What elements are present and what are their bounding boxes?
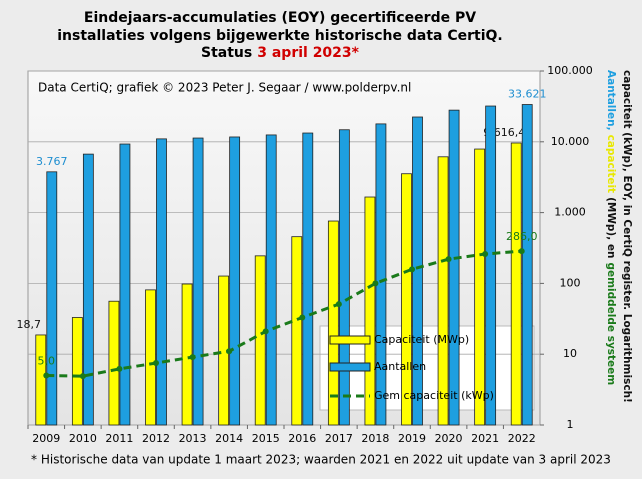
y-axis-label-part: gemiddelde systeem bbox=[605, 262, 617, 385]
value-label: 18,7 bbox=[17, 318, 42, 331]
bar bbox=[338, 129, 350, 426]
point bbox=[262, 328, 269, 335]
point bbox=[79, 373, 86, 380]
bar bbox=[291, 236, 303, 426]
bar bbox=[485, 105, 497, 426]
x-tick-label: 2019 bbox=[398, 432, 426, 445]
y-axis-label: Aantallen, capaciteit (MWp), en gemiddelde … bbox=[605, 70, 617, 385]
subtitle: Data CertiQ; grafiek © 2023 Peter J. Seg… bbox=[38, 81, 411, 95]
bar bbox=[510, 142, 522, 426]
bar bbox=[302, 132, 314, 426]
y-tick-label: 10 bbox=[563, 347, 577, 360]
point bbox=[482, 251, 489, 258]
status-label: Status bbox=[201, 45, 252, 61]
x-tick-label: 2021 bbox=[471, 432, 499, 445]
y-axis-label-part: capaciteit (kWp), EOY, in CertiQ registe… bbox=[621, 70, 633, 403]
bar bbox=[474, 148, 486, 426]
point bbox=[372, 280, 379, 287]
legend-label: Capaciteit (MWp) bbox=[374, 333, 469, 346]
x-tick-label: 2013 bbox=[179, 432, 207, 445]
x-tick-label: 2012 bbox=[142, 432, 170, 445]
x-tick-label: 2011 bbox=[105, 432, 133, 445]
chart-title: Eindejaars-accumulaties (EOY) gecertific… bbox=[84, 10, 476, 26]
point bbox=[335, 301, 342, 308]
bar bbox=[156, 138, 167, 426]
bar bbox=[229, 136, 241, 426]
bar bbox=[448, 109, 460, 426]
x-tick-label: 2009 bbox=[32, 432, 60, 445]
x-tick-label: 2020 bbox=[435, 432, 463, 445]
y-axis-label-part: capaciteit bbox=[605, 135, 617, 194]
bar bbox=[327, 220, 339, 426]
bar bbox=[181, 283, 193, 426]
value-label: 5,0 bbox=[38, 355, 56, 368]
bar bbox=[82, 153, 94, 426]
point bbox=[409, 266, 415, 273]
bar bbox=[108, 300, 120, 426]
x-tick-label: 2018 bbox=[361, 432, 389, 445]
value-label: 3.767 bbox=[36, 155, 68, 168]
bar bbox=[364, 196, 376, 426]
legend-label: Aantallen bbox=[374, 360, 426, 373]
bar bbox=[265, 134, 277, 426]
y-tick-label: 100.000 bbox=[547, 64, 593, 77]
x-tick-label: 2022 bbox=[508, 432, 536, 445]
status-date: 3 april 2023* bbox=[257, 45, 359, 61]
point bbox=[116, 365, 123, 372]
bar bbox=[46, 171, 58, 426]
footnote: * Historische data van update 1 maart 20… bbox=[31, 453, 611, 467]
y-axis-label-part: Aantallen, bbox=[605, 70, 617, 131]
bar bbox=[401, 173, 412, 426]
x-tick-label: 2014 bbox=[215, 432, 243, 445]
legend-swatch bbox=[329, 362, 371, 372]
y-tick-label: 100 bbox=[560, 276, 581, 289]
line bbox=[46, 249, 522, 378]
point bbox=[445, 256, 452, 263]
bar bbox=[145, 289, 156, 426]
x-tick-label: 2010 bbox=[69, 432, 97, 445]
point bbox=[189, 354, 196, 361]
bar bbox=[35, 334, 47, 426]
bar bbox=[192, 137, 204, 426]
chart-title: Status 3 april 2023* bbox=[201, 45, 360, 61]
bar bbox=[521, 104, 533, 426]
bar bbox=[254, 255, 266, 426]
x-tick-label: 2015 bbox=[252, 432, 280, 445]
point bbox=[226, 348, 233, 355]
x-tick-label: 2017 bbox=[325, 432, 353, 445]
point bbox=[153, 360, 159, 367]
y-axis-label-part: (MWp), en bbox=[605, 197, 617, 258]
y-tick-label: 1 bbox=[567, 418, 574, 431]
value-label: 286,0 bbox=[506, 230, 538, 243]
y-axis-label: capaciteit (kWp), EOY, in CertiQ registe… bbox=[621, 70, 633, 403]
bar bbox=[375, 123, 387, 426]
x-tick-label: 2016 bbox=[288, 432, 316, 445]
bar bbox=[437, 156, 449, 426]
y-tick-label: 1.000 bbox=[554, 206, 586, 219]
legend-swatch bbox=[329, 335, 371, 345]
bar bbox=[71, 317, 83, 426]
bar bbox=[119, 143, 131, 426]
point bbox=[518, 248, 525, 255]
point bbox=[299, 314, 306, 321]
y-tick-label: 10.000 bbox=[551, 135, 590, 148]
chart-title: installaties volgens bijgewerkte histori… bbox=[57, 28, 503, 44]
point bbox=[43, 372, 50, 379]
value-label: 33.621 bbox=[508, 88, 547, 101]
legend-label: Gem capaciteit (kWp) bbox=[374, 389, 494, 402]
